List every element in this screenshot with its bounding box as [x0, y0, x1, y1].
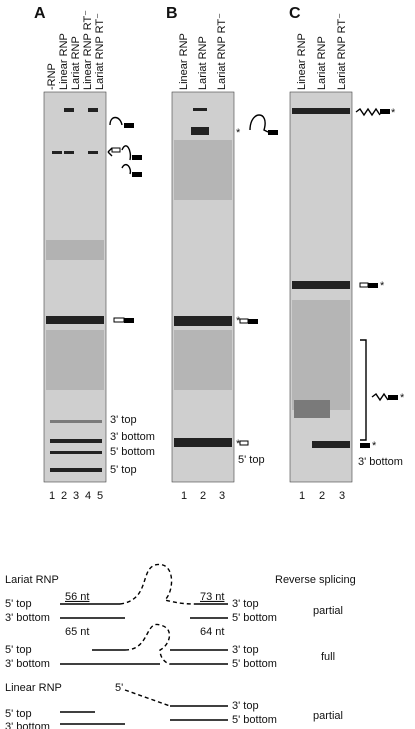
diagram-lines [60, 563, 228, 725]
panel-label: B [166, 5, 178, 22]
band-symbols [107, 107, 398, 448]
lane-label: -RNP [46, 63, 58, 90]
band-annotation: 5' top [238, 454, 265, 466]
lane-label: Linear RNP [58, 33, 70, 90]
strand-label: 5' top [5, 708, 32, 720]
band-annotation: * [400, 392, 405, 404]
strand-label: 5' top [5, 598, 32, 610]
band-annotation: 5' bottom [110, 446, 155, 458]
strand-end: 5' [115, 682, 123, 694]
strand-label: 5' bottom [232, 612, 277, 624]
lane-number: 3 [73, 490, 79, 502]
band-annotation: * [380, 280, 385, 292]
result: partial [313, 605, 343, 617]
lane-label: Lariat RNP [316, 36, 328, 90]
band-annotation: 5' top [110, 464, 137, 476]
length-label: 73 nt [200, 591, 224, 603]
lane-label: Lariat RNP [70, 36, 82, 90]
strand-label: 3' top [232, 598, 259, 610]
lane-label: Linear RNP [178, 33, 190, 90]
strand-label: 3' bottom [5, 612, 50, 624]
strand-label: 3' bottom [5, 658, 50, 670]
panel-label: C [289, 5, 301, 22]
band-annotation: * [372, 440, 377, 452]
lane-number: 2 [319, 490, 325, 502]
lane-number: 2 [61, 490, 67, 502]
lane-label: Lariat RNP RT⁻ [216, 13, 228, 90]
band-annotation: 3' bottom [110, 431, 155, 443]
lane-label: Lariat RNP [197, 36, 209, 90]
lane-number: 2 [200, 490, 206, 502]
lane-number: 4 [85, 490, 91, 502]
lane-number: 3 [219, 490, 225, 502]
band-annotation: * [391, 107, 396, 119]
lane-number: 3 [339, 490, 345, 502]
gel-c [289, 91, 353, 483]
lane-label: Lariat RNP RT⁻ [336, 13, 348, 90]
strand-label: 5' bottom [232, 658, 277, 670]
row-name: Lariat RNP [5, 574, 59, 586]
strand-label: 5' bottom [232, 714, 277, 726]
diagram-header: Reverse splicing [275, 574, 356, 586]
band-annotation: * [236, 438, 241, 450]
lane-number: 1 [181, 490, 187, 502]
lane-number: 5 [97, 490, 103, 502]
gel-b [171, 91, 235, 483]
lane-label: Linear RNP RT⁻ [82, 10, 94, 90]
length-label: 56 nt [65, 591, 89, 603]
band-annotation: 3' bottom [358, 456, 403, 468]
strand-label: 3' top [232, 700, 259, 712]
length-label: 64 nt [200, 626, 224, 638]
result: partial [313, 710, 343, 722]
strand-label: 3' bottom [5, 721, 50, 729]
band-annotation: * [236, 127, 241, 139]
band-annotation: * [236, 315, 241, 327]
lane-number: 1 [49, 490, 55, 502]
strand-label: 3' top [232, 644, 259, 656]
lane-number: 1 [299, 490, 305, 502]
gel-a [43, 91, 107, 483]
lane-label: Linear RNP [296, 33, 308, 90]
length-label: 65 nt [65, 626, 89, 638]
result: full [321, 651, 335, 663]
strand-label: 5' top [5, 644, 32, 656]
lane-label: Lariat RNP RT⁻ [94, 13, 106, 90]
panel-label: A [34, 5, 46, 22]
band-annotation: 3' top [110, 414, 137, 426]
row-name: Linear RNP [5, 682, 62, 694]
